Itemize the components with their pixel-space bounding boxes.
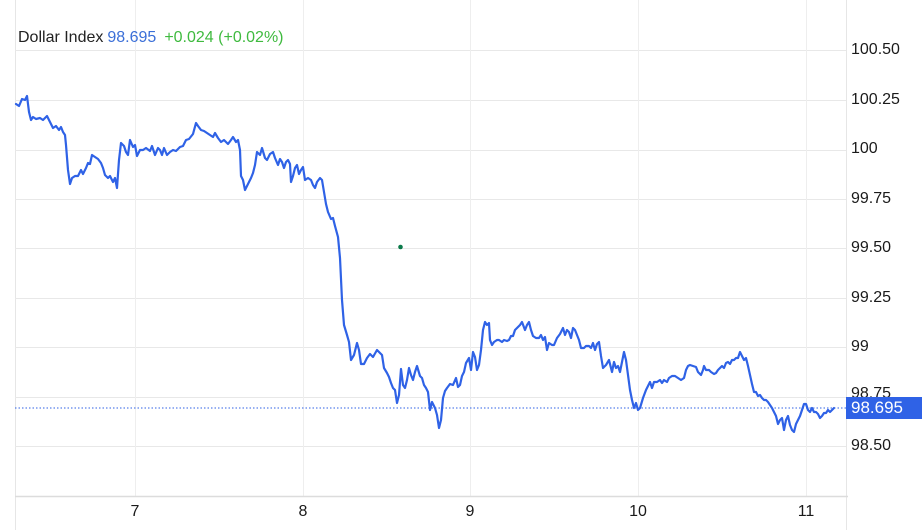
y-tick-label: 99.50 [851, 239, 892, 256]
marker-dot [398, 244, 403, 250]
horizontal-gridlines [15, 50, 846, 447]
last-value: 98.695 [107, 29, 157, 46]
x-tick-label: 8 [298, 503, 308, 520]
x-tick-label: 7 [130, 503, 140, 520]
y-tick-label: 98.50 [851, 437, 892, 454]
y-tick-label: 99 [851, 338, 869, 355]
change-value: +0.024 (+0.02%) [164, 29, 284, 46]
x-tick-label: 9 [465, 503, 475, 520]
symbol-name: Dollar Index [18, 29, 104, 46]
y-tick-label: 100.25 [851, 91, 900, 108]
chart-legend: Dollar Index 98.695 +0.024 (+0.02%) [18, 29, 284, 47]
x-tick-label: 11 [797, 503, 815, 520]
y-tick-label: 99.25 [851, 289, 892, 306]
x-tick-label: 10 [629, 503, 647, 520]
price-line [14, 94, 836, 434]
vertical-gridlines [135, 0, 807, 496]
last-price-tag: 98.695 [846, 397, 922, 419]
y-tick-label: 100 [851, 140, 878, 157]
y-tick-label: 99.75 [851, 190, 892, 207]
y-tick-label: 100.50 [851, 41, 900, 58]
